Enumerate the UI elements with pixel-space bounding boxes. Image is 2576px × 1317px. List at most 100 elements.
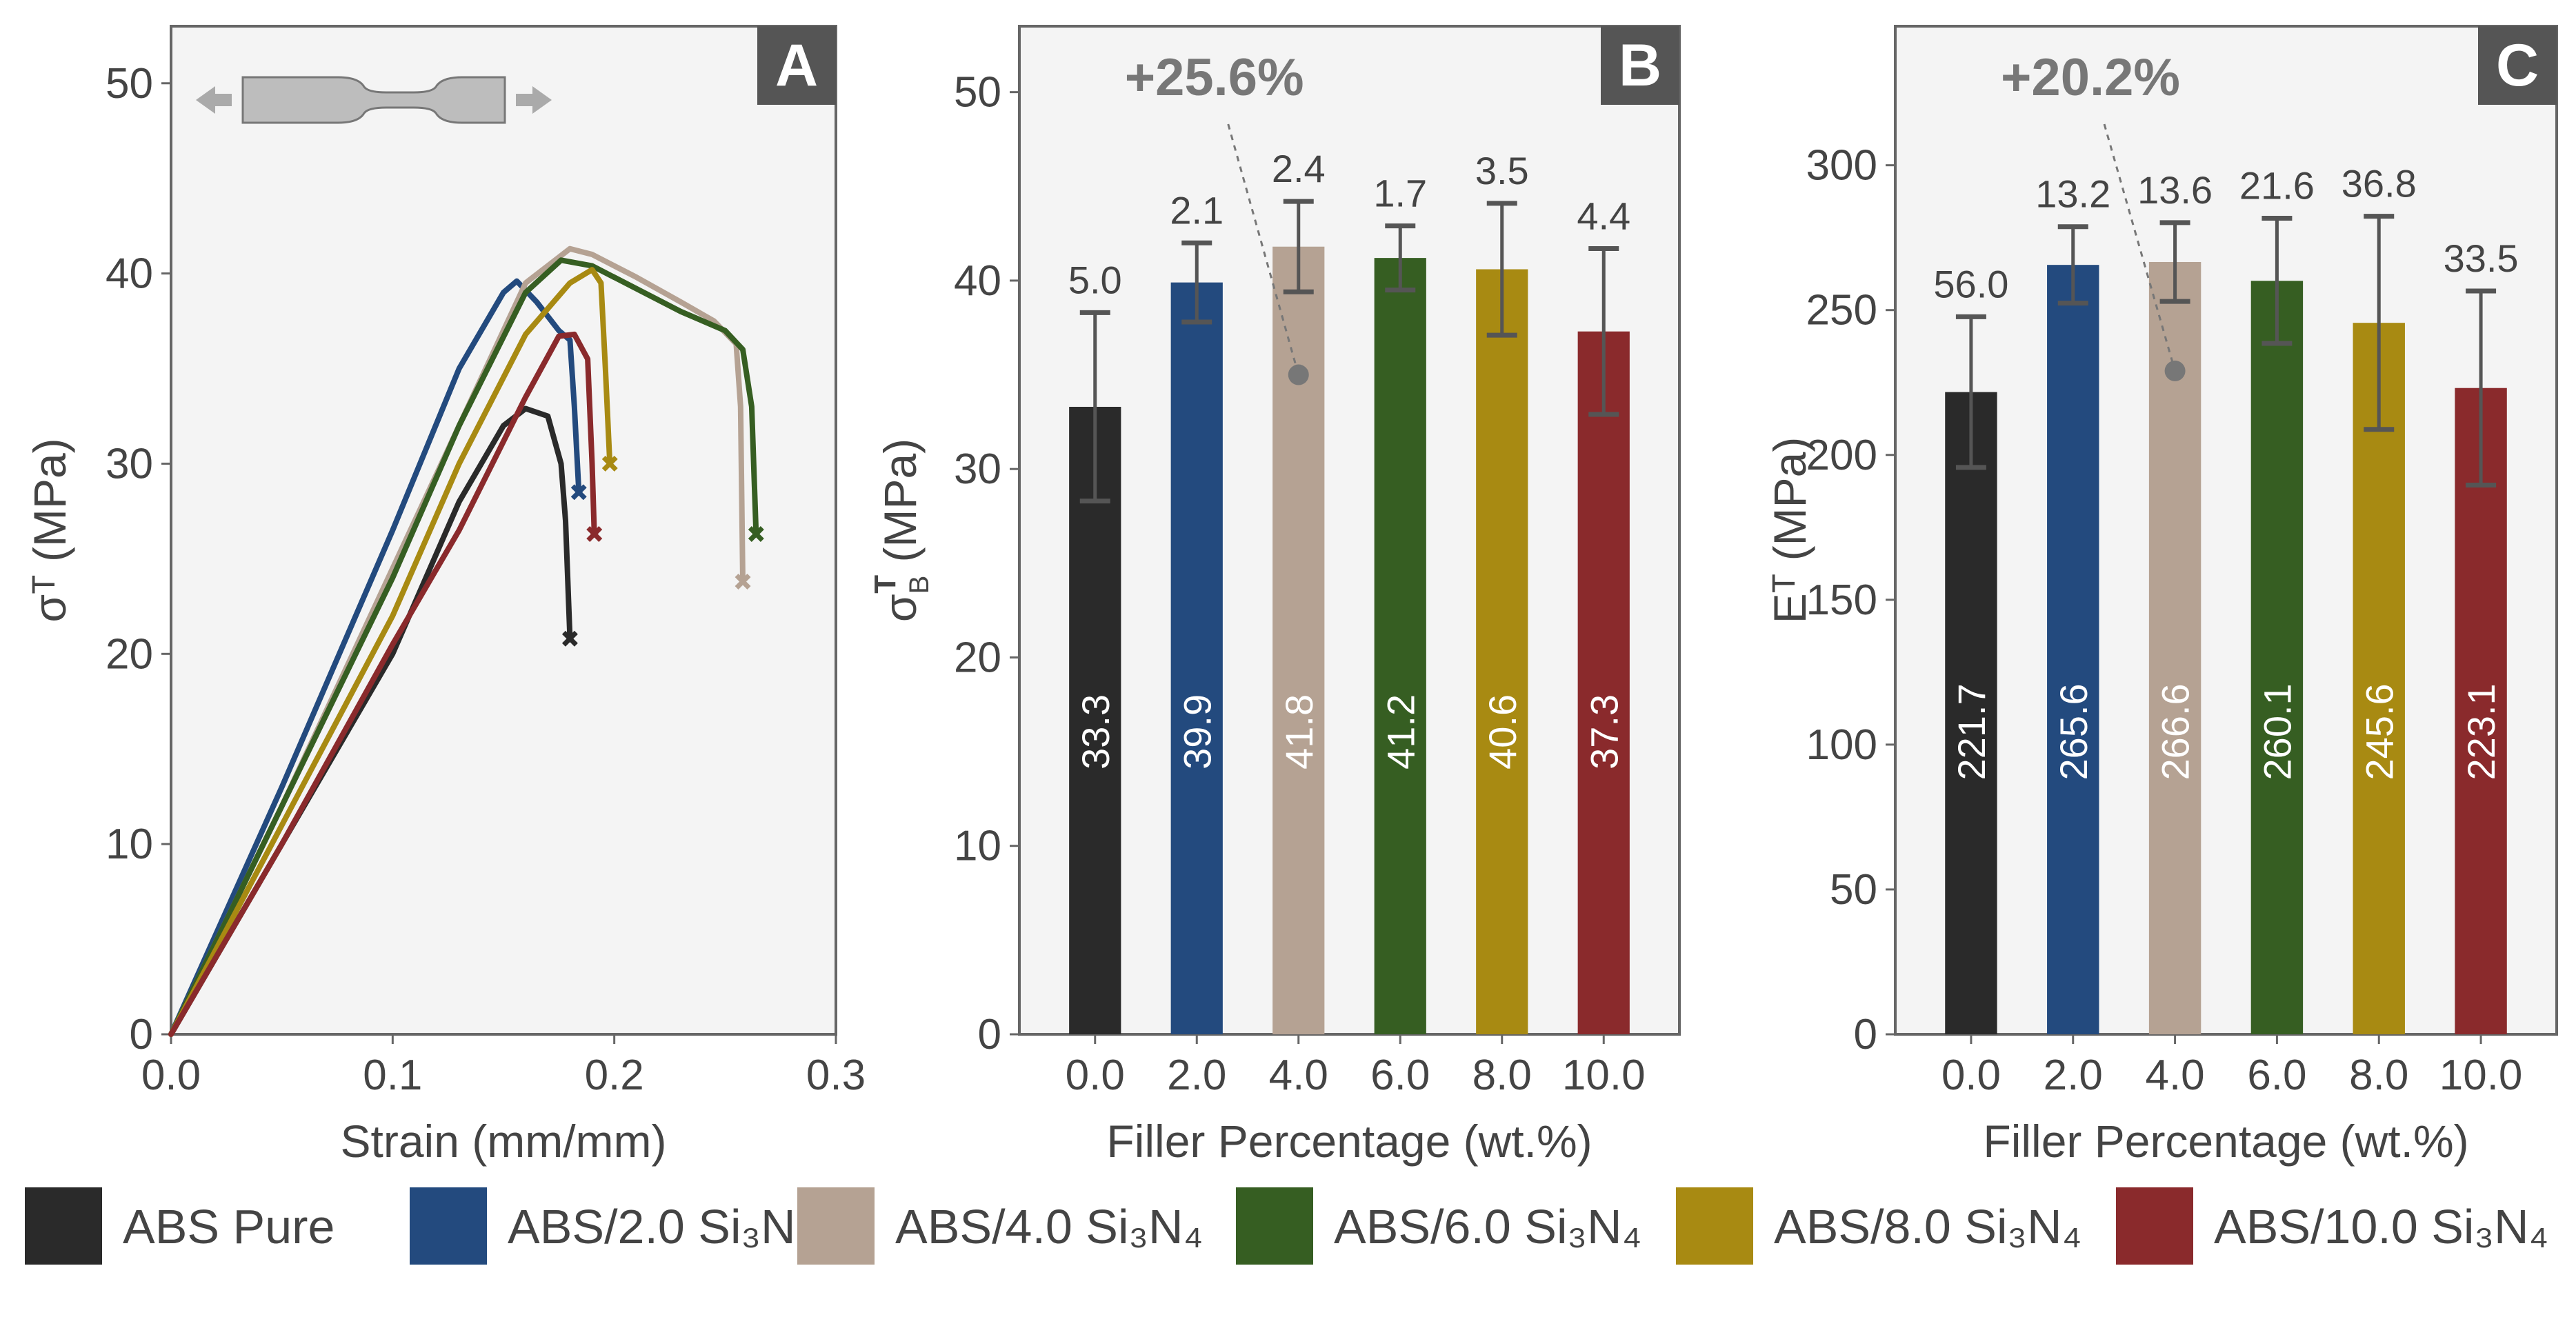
fracture-marker-3 xyxy=(735,574,751,590)
bar-4 xyxy=(1374,258,1426,1035)
legend-label: ABS Pure xyxy=(123,1200,335,1254)
legend-label: ABS/10.0 Si₃N₄ xyxy=(2214,1200,2548,1254)
x-tick-label: 8.0 xyxy=(2349,1052,2408,1099)
bar-value-label-4: 41.2 xyxy=(1379,694,1422,770)
y-tick-label: 50 xyxy=(1830,866,1877,914)
error-label-6: 4.4 xyxy=(1577,194,1630,237)
bar-value-label-4: 260.1 xyxy=(2255,683,2299,780)
y-tick-label: 0 xyxy=(130,1011,153,1058)
x-axis-label: Strain (mm/mm) xyxy=(341,1116,667,1167)
legend-label: ABS/2.0 Si₃N₄ xyxy=(508,1200,815,1254)
y-axis-label: Eᵀ (MPa) xyxy=(1764,437,1815,624)
y-tick-label: 200 xyxy=(1806,432,1877,479)
error-label-4: 1.7 xyxy=(1373,172,1427,215)
y-tick-label: 0 xyxy=(1854,1011,1877,1058)
bar-5 xyxy=(1476,269,1528,1034)
panel-badge-1 xyxy=(757,26,836,105)
y-tick-label: 40 xyxy=(954,257,1001,305)
y-tick-label: 20 xyxy=(106,630,153,678)
y-tick-label: 0 xyxy=(978,1011,1001,1058)
panel-badge-2 xyxy=(1601,26,1679,105)
bar-4 xyxy=(2250,281,2304,1035)
x-axis-label: Filler Percentage (wt.%) xyxy=(1106,1116,1592,1167)
y-tick-label: 250 xyxy=(1806,287,1877,334)
x-tick-label: 6.0 xyxy=(2247,1052,2306,1099)
bar-2 xyxy=(1170,282,1223,1035)
bar-value-label-5: 40.6 xyxy=(1481,694,1524,770)
annotation-marker xyxy=(1288,364,1309,385)
fracture-marker-2 xyxy=(570,484,587,501)
arrow-right-icon xyxy=(516,86,552,114)
legend-item-3: ABS/4.0 Si₃N₄ xyxy=(797,1187,1203,1265)
bar-6 xyxy=(2455,388,2507,1034)
legend-item-5: ABS/8.0 Si₃N₄ xyxy=(1676,1187,2081,1265)
bar-value-label-1: 33.3 xyxy=(1074,694,1117,770)
arrow-left-icon xyxy=(196,86,232,114)
x-tick-label: 10.0 xyxy=(2439,1052,2523,1099)
legend-swatch xyxy=(2116,1187,2193,1265)
dogbone-shape xyxy=(241,76,506,124)
error-label-5: 3.5 xyxy=(1475,149,1529,192)
error-label-6: 33.5 xyxy=(2444,237,2519,280)
y-tick-label: 10 xyxy=(954,823,1001,870)
error-label-2: 13.2 xyxy=(2035,172,2110,216)
y-tick-label: 150 xyxy=(1806,576,1877,624)
bar-1 xyxy=(1945,392,1997,1034)
bar-value-label-3: 266.6 xyxy=(2154,683,2197,780)
y-tick-label: 300 xyxy=(1806,142,1877,190)
bar-value-label-2: 265.6 xyxy=(2052,683,2095,780)
legend-item-2: ABS/2.0 Si₃N₄ xyxy=(410,1187,815,1265)
legend-label: ABS/4.0 Si₃N₄ xyxy=(895,1200,1203,1254)
fracture-marker-1 xyxy=(561,630,578,647)
x-tick-label: 10.0 xyxy=(1562,1052,1646,1099)
bar-6 xyxy=(1577,331,1630,1034)
x-tick-label: 0.2 xyxy=(585,1052,644,1099)
curve-2 xyxy=(168,278,582,1037)
y-tick-label: 20 xyxy=(954,634,1001,681)
x-tick-label: 2.0 xyxy=(2044,1052,2103,1099)
panel-badge-3 xyxy=(2478,26,2557,105)
error-label-3: 2.4 xyxy=(1272,147,1326,190)
x-tick-label: 4.0 xyxy=(2145,1052,2204,1099)
annotation-text: +20.2% xyxy=(2001,48,2180,107)
legend-item-4: ABS/6.0 Si₃N₄ xyxy=(1236,1187,1641,1265)
annotation-leader xyxy=(2103,123,2177,372)
legend-swatch xyxy=(410,1187,487,1265)
x-tick-label: 0.0 xyxy=(1066,1052,1125,1099)
x-tick-label: 0.3 xyxy=(806,1052,866,1099)
x-tick-label: 6.0 xyxy=(1370,1052,1430,1099)
x-tick-label: 0.1 xyxy=(363,1052,422,1099)
y-tick-label: 50 xyxy=(106,60,153,108)
annotation-marker xyxy=(2164,360,2186,381)
fracture-marker-6 xyxy=(586,526,603,542)
bar-value-label-2: 39.9 xyxy=(1175,694,1219,770)
y-tick-label: 100 xyxy=(1806,721,1877,769)
x-tick-label: 2.0 xyxy=(1167,1052,1226,1099)
curve-6 xyxy=(168,331,597,1037)
bar-value-label-3: 41.8 xyxy=(1277,694,1321,770)
y-tick-label: 50 xyxy=(954,69,1001,117)
legend-item-1: ABS Pure xyxy=(25,1187,335,1265)
plot-area-2 xyxy=(1018,25,1681,1036)
error-label-2: 2.1 xyxy=(1170,188,1224,232)
legend-swatch xyxy=(1236,1187,1313,1265)
y-tick-label: 30 xyxy=(954,445,1001,493)
bar-value-label-6: 223.1 xyxy=(2459,683,2503,780)
bar-value-label-6: 37.3 xyxy=(1582,694,1626,770)
legend-label: ABS/8.0 Si₃N₄ xyxy=(1774,1200,2081,1254)
panel-letter-1: A xyxy=(775,32,818,99)
error-label-5: 36.8 xyxy=(2342,162,2417,205)
curve-5 xyxy=(168,267,613,1037)
panel-letter-2: B xyxy=(1619,32,1661,99)
legend-label: ABS/6.0 Si₃N₄ xyxy=(1334,1200,1641,1254)
bar-value-label-1: 221.7 xyxy=(1950,683,1993,780)
x-tick-label: 8.0 xyxy=(1472,1052,1532,1099)
error-label-1: 5.0 xyxy=(1068,258,1122,301)
panel-letter-3: C xyxy=(2496,32,2539,99)
legend-swatch xyxy=(1676,1187,1753,1265)
y-tick-label: 10 xyxy=(106,821,153,868)
bar-5 xyxy=(2353,323,2405,1034)
curve-4 xyxy=(168,257,759,1037)
bar-3 xyxy=(2148,261,2201,1034)
